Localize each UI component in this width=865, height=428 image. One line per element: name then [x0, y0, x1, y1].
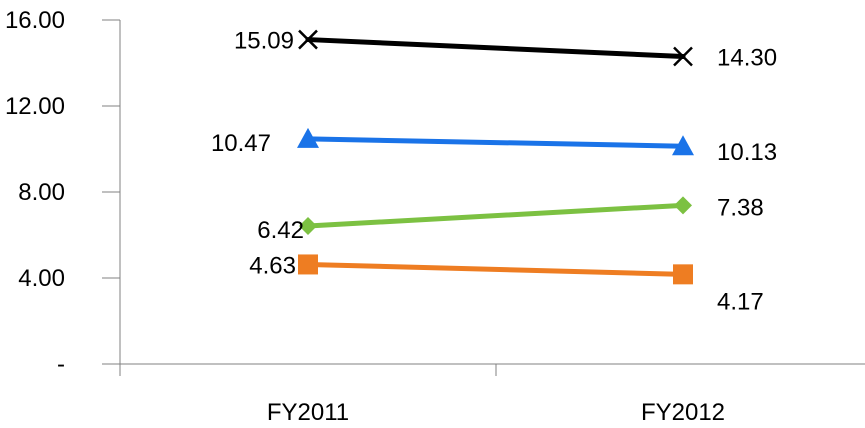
series-line [305, 261, 686, 277]
data-point-square-marker [673, 264, 693, 285]
data-point-x-marker [298, 29, 318, 50]
data-label: 10.13 [717, 139, 777, 166]
data-point-square-marker [298, 254, 318, 275]
y-tick-label: - [57, 351, 65, 378]
y-tick-label: 12.00 [5, 93, 65, 120]
data-point-triangle-marker [297, 127, 319, 148]
y-tick-label: 16.00 [5, 7, 65, 34]
y-tick-label: 4.00 [18, 265, 65, 292]
marker-stroke [298, 29, 318, 50]
data-label: 7.38 [717, 194, 764, 221]
series-line [305, 202, 686, 229]
data-label: 4.17 [717, 288, 764, 315]
series-line [305, 37, 686, 60]
data-label: 15.09 [234, 28, 294, 55]
data-point-diamond-marker [674, 196, 692, 215]
data-label: 4.63 [249, 252, 296, 279]
marker-stroke [673, 46, 693, 67]
data-point-triangle-marker [672, 135, 694, 156]
x-category-label: FY2012 [641, 399, 725, 426]
data-point-diamond-marker [299, 216, 317, 235]
x-category-label: FY2011 [267, 399, 349, 426]
data-point-x-marker [673, 46, 693, 67]
y-tick-label: 8.00 [18, 179, 65, 206]
data-label: 14.30 [717, 45, 777, 72]
series-line [305, 136, 686, 149]
data-label: 10.47 [211, 130, 271, 157]
data-label: 6.42 [257, 217, 304, 244]
